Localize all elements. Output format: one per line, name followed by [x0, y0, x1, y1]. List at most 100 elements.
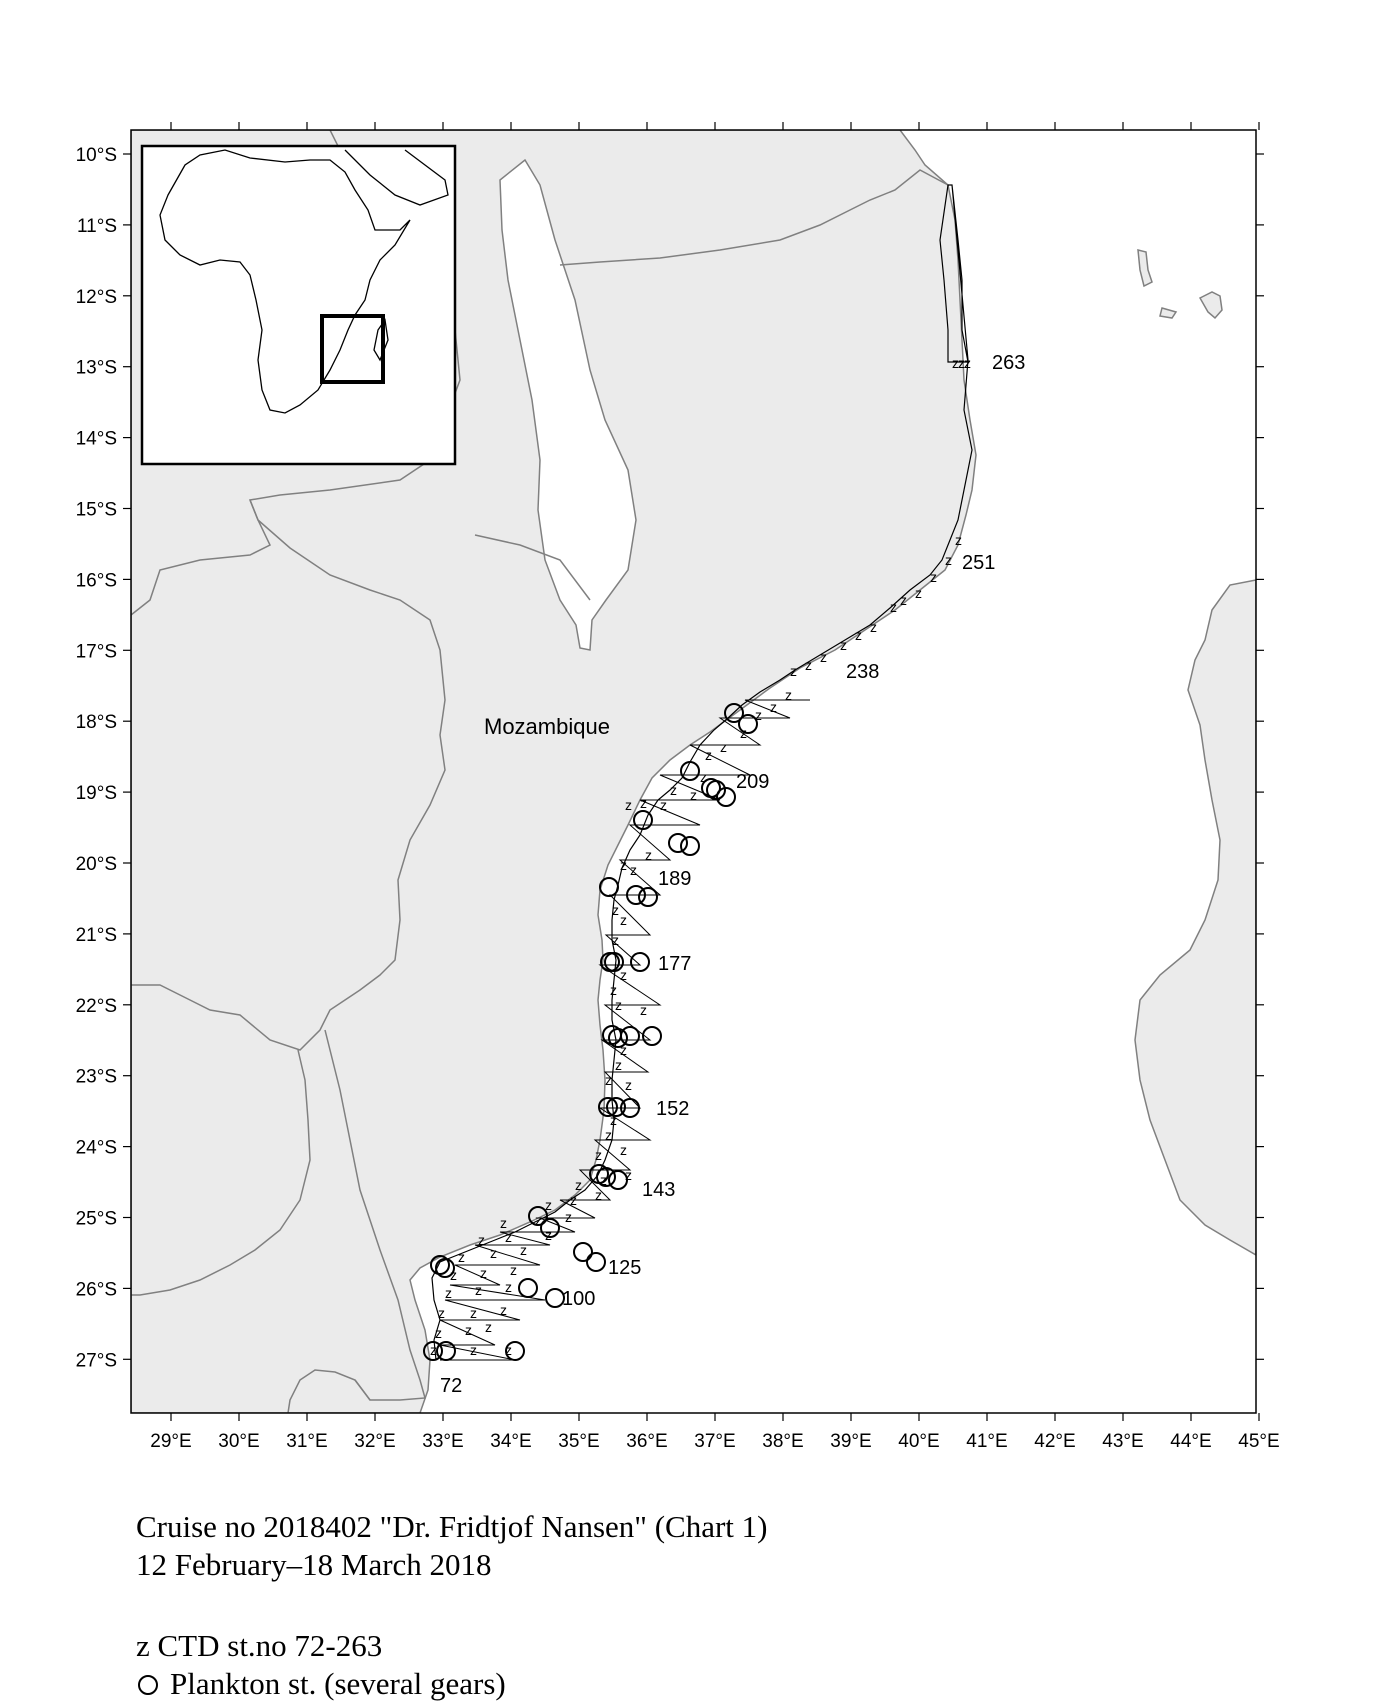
svg-text:z: z [480, 1265, 487, 1281]
lon-tick-label: 40°E [898, 1431, 939, 1452]
svg-text:z: z [465, 1322, 472, 1338]
lon-tick-label: 34°E [490, 1431, 531, 1452]
svg-text:z: z [475, 1282, 482, 1298]
svg-text:z: z [430, 1342, 437, 1358]
lon-tick-label: 38°E [762, 1431, 803, 1452]
lon-tick-label: 37°E [694, 1431, 735, 1452]
lon-tick-label: 42°E [1034, 1431, 1075, 1452]
inset-map [140, 144, 457, 466]
svg-text:z: z [620, 967, 627, 983]
svg-text:z: z [615, 1057, 622, 1073]
station-label-143: 143 [642, 1179, 675, 1201]
lat-tick-label: 13°S [76, 358, 117, 379]
svg-text:z: z [660, 797, 667, 813]
svg-text:z: z [915, 585, 922, 601]
svg-text:z: z [612, 932, 619, 948]
inset-study-area-box [320, 314, 385, 384]
svg-text:z: z [500, 1215, 507, 1231]
lon-tick-label: 43°E [1102, 1431, 1143, 1452]
svg-text:z: z [690, 787, 697, 803]
svg-text:z: z [565, 1209, 572, 1225]
svg-text:z: z [510, 1262, 517, 1278]
lat-tick-label: 16°S [76, 570, 117, 591]
svg-text:z: z [520, 1242, 527, 1258]
lon-tick-label: 39°E [830, 1431, 871, 1452]
svg-text:z: z [610, 1112, 617, 1128]
svg-text:z: z [945, 552, 952, 568]
lon-tick-label: 32°E [354, 1431, 395, 1452]
svg-text:z: z [705, 747, 712, 763]
map-axes: 10°S 11°S 12°S 13°S 14°S 15°S 16°S 17°S 18°S 19°S… [76, 122, 1280, 1452]
svg-text:z: z [840, 637, 847, 653]
lat-tick-label: 19°S [76, 783, 117, 804]
transect-lines [439, 699, 810, 1361]
station-label-177: 177 [658, 953, 691, 975]
svg-text:z: z [820, 649, 827, 665]
lat-tick-label: 26°S [76, 1279, 117, 1300]
station-label-238: 238 [846, 661, 879, 683]
plankton-stations [423, 703, 758, 1361]
plankton-circle-icon [138, 1674, 158, 1695]
lon-tick-label: 45°E [1238, 1431, 1279, 1452]
caption-title: Cruise no 2018402 "Dr. Fridtjof Nansen" … [136, 1509, 768, 1544]
station-label-125: 125 [608, 1257, 641, 1279]
svg-text:z: z [805, 657, 812, 673]
svg-text:z: z [545, 1227, 552, 1243]
svg-text:z: z [610, 982, 617, 998]
station-label-100: 100 [562, 1288, 595, 1310]
lake-malawi [499, 158, 637, 651]
lat-tick-label: 11°S [77, 216, 117, 237]
svg-text:z: z [720, 739, 727, 755]
svg-text:z: z [470, 1305, 477, 1321]
lon-tick-label: 41°E [966, 1431, 1007, 1452]
lat-tick-label: 12°S [76, 287, 117, 308]
svg-text:z: z [958, 355, 965, 371]
svg-text:z: z [570, 1192, 577, 1208]
svg-text:z: z [450, 1267, 457, 1283]
svg-text:z: z [625, 1077, 632, 1093]
station-label-251: 251 [962, 552, 995, 574]
svg-text:z: z [615, 997, 622, 1013]
station-label-72: 72 [440, 1375, 462, 1397]
svg-text:z: z [740, 725, 747, 741]
svg-text:z: z [612, 902, 619, 918]
madagascar [1134, 579, 1256, 1256]
svg-text:z: z [595, 1187, 602, 1203]
inset-arabia [344, 149, 449, 206]
station-label-263: 263 [992, 352, 1025, 374]
legend-ctd: z CTD st.no 72-263 [136, 1628, 383, 1663]
lat-tick-label: 23°S [76, 1067, 117, 1088]
station-label-189: 189 [658, 868, 691, 890]
svg-text:z: z [500, 1302, 507, 1318]
svg-text:z: z [770, 699, 777, 715]
lat-tick-label: 10°S [76, 145, 117, 166]
svg-text:z: z [670, 782, 677, 798]
lon-tick-label: 36°E [626, 1431, 667, 1452]
svg-text:z: z [620, 1042, 627, 1058]
svg-text:z: z [640, 1002, 647, 1018]
svg-text:z: z [645, 847, 652, 863]
svg-text:z: z [600, 1172, 607, 1188]
svg-text:z: z [470, 1342, 477, 1358]
svg-text:z: z [535, 1212, 542, 1228]
map-frame [130, 129, 1257, 1414]
svg-text:z: z [900, 592, 907, 608]
svg-text:z: z [490, 1245, 497, 1261]
svg-text:z: z [640, 795, 647, 811]
svg-text:z: z [790, 663, 797, 679]
comoros-island-1 [1137, 249, 1153, 288]
svg-text:z: z [625, 1167, 632, 1183]
station-label-209: 209 [736, 771, 769, 793]
lat-tick-label: 25°S [76, 1209, 117, 1230]
svg-text:z: z [435, 1325, 442, 1341]
svg-text:z: z [605, 1127, 612, 1143]
svg-text:z: z [485, 1319, 492, 1335]
country-label: Mozambique [484, 714, 610, 739]
lon-tick-label: 35°E [558, 1431, 599, 1452]
lon-tick-label: 33°E [422, 1431, 463, 1452]
lat-tick-label: 17°S [76, 641, 117, 662]
lat-tick-label: 21°S [76, 925, 117, 946]
svg-text:z: z [890, 599, 897, 615]
svg-text:z: z [445, 1285, 452, 1301]
